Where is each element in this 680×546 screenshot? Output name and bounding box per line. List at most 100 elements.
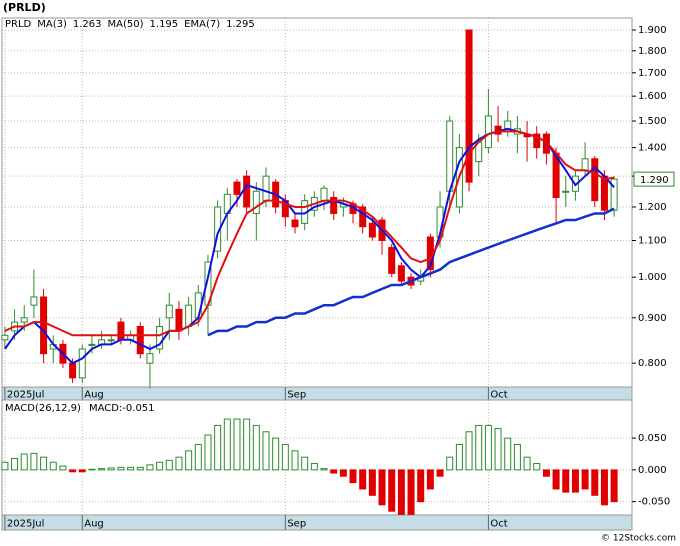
candle-body bbox=[610, 178, 618, 211]
x-tick-label: Aug bbox=[84, 390, 104, 401]
candle-body bbox=[88, 343, 96, 346]
x-tick-label: 2025Jul bbox=[7, 390, 45, 401]
macd-bar bbox=[194, 443, 202, 471]
macd-bar bbox=[349, 469, 357, 484]
macd-bar bbox=[146, 464, 154, 471]
candle-body bbox=[581, 158, 589, 171]
macd-bar bbox=[368, 469, 376, 496]
candle-body bbox=[446, 120, 454, 192]
x-tick-label: Sep bbox=[287, 519, 306, 530]
macd-bar bbox=[562, 469, 570, 493]
macd-bar bbox=[475, 424, 483, 471]
macd-bar bbox=[243, 418, 251, 471]
candle-body bbox=[78, 348, 86, 379]
y-tick-label: 1.100 bbox=[638, 236, 667, 247]
candle-body bbox=[330, 196, 338, 214]
macd-bar bbox=[494, 428, 502, 471]
y-tick-label: 1.800 bbox=[638, 46, 667, 57]
legend-text: PRLD bbox=[5, 19, 32, 30]
candle-body bbox=[69, 362, 77, 379]
footer: © 12Stocks.com bbox=[601, 534, 676, 544]
macd-bar bbox=[484, 424, 492, 471]
macd-bar bbox=[446, 456, 454, 471]
candle-body bbox=[233, 181, 241, 195]
y-tick-label: 1.600 bbox=[638, 91, 667, 102]
macd-bar bbox=[69, 469, 77, 473]
candle-body bbox=[291, 219, 299, 228]
macd-bar bbox=[407, 469, 415, 515]
macd-bar bbox=[330, 469, 338, 474]
macd-bar bbox=[49, 461, 57, 471]
candle-body bbox=[136, 325, 144, 355]
candle-body bbox=[397, 265, 405, 282]
macd-bar bbox=[127, 466, 135, 471]
macd-bar bbox=[436, 469, 444, 477]
candle-body bbox=[165, 304, 173, 319]
x-tick-label: Aug bbox=[84, 519, 104, 530]
candle-body bbox=[175, 308, 183, 332]
macd-bar bbox=[320, 468, 328, 471]
macd-bar bbox=[262, 431, 270, 471]
date-strip bbox=[1, 514, 633, 531]
legend-text: 1.263 bbox=[73, 19, 102, 30]
candle-body bbox=[1, 334, 9, 341]
candle-body bbox=[484, 115, 492, 149]
price-tag bbox=[633, 171, 675, 187]
y-tick-label: 0.900 bbox=[638, 313, 667, 324]
legend-text: MA(50) bbox=[108, 19, 144, 30]
macd-bar bbox=[465, 431, 473, 471]
macd-bar bbox=[310, 463, 318, 471]
macd-bar bbox=[59, 465, 67, 471]
macd-bar bbox=[339, 469, 347, 477]
macd-bar bbox=[417, 469, 425, 503]
macd-bar bbox=[78, 469, 86, 473]
legend-text: 1.295 bbox=[226, 19, 255, 30]
macd-bar bbox=[426, 469, 434, 490]
macd-bar bbox=[301, 456, 309, 471]
macd-bar bbox=[165, 459, 173, 471]
legend-text: MA(3) bbox=[37, 19, 67, 30]
y-tick-label: 1.000 bbox=[638, 272, 667, 283]
macd-bar bbox=[571, 469, 579, 493]
candle-body bbox=[368, 222, 376, 238]
candle-body bbox=[320, 187, 328, 202]
x-tick-label: Oct bbox=[490, 390, 507, 401]
macd-bar bbox=[11, 457, 19, 471]
candle-body bbox=[243, 175, 251, 208]
candle-body bbox=[591, 158, 599, 202]
macd-bar bbox=[281, 443, 289, 471]
macd-bar bbox=[542, 469, 550, 477]
legend-text: EMA(7) bbox=[184, 19, 220, 30]
x-tick-label: 2025Jul bbox=[7, 519, 45, 530]
y-tick-label: 1.200 bbox=[638, 202, 667, 213]
y-tick-label: 1.500 bbox=[638, 116, 667, 127]
candle-body bbox=[262, 175, 270, 202]
y-tick-label: 0.050 bbox=[638, 433, 667, 444]
macd-bar bbox=[136, 466, 144, 471]
macd-bar bbox=[175, 456, 183, 471]
ma-line bbox=[207, 207, 615, 337]
candle-body bbox=[533, 133, 541, 149]
macd-bar bbox=[88, 468, 96, 471]
candle-body bbox=[600, 175, 608, 211]
macd-bar bbox=[455, 443, 463, 471]
macd-bar bbox=[513, 443, 521, 471]
macd-bar bbox=[359, 469, 367, 490]
macd-bar bbox=[610, 469, 618, 503]
macd-bar bbox=[214, 424, 222, 471]
candle-body bbox=[40, 296, 48, 355]
price-tag-label: 1.290 bbox=[640, 175, 669, 186]
y-tick-label: 1.700 bbox=[638, 68, 667, 79]
macd-bar bbox=[600, 469, 608, 506]
macd-bar bbox=[40, 456, 48, 471]
macd-bar bbox=[30, 452, 38, 471]
legend-text: 1.195 bbox=[150, 19, 179, 30]
macd-bar bbox=[1, 461, 9, 471]
chart-title: (PRLD) bbox=[3, 1, 46, 14]
macd-bar bbox=[378, 469, 386, 506]
candle-body bbox=[107, 339, 115, 342]
macd-bar bbox=[291, 450, 299, 471]
candle-body bbox=[146, 353, 154, 364]
x-tick-label: Sep bbox=[287, 390, 306, 401]
macd-bar bbox=[107, 467, 115, 471]
